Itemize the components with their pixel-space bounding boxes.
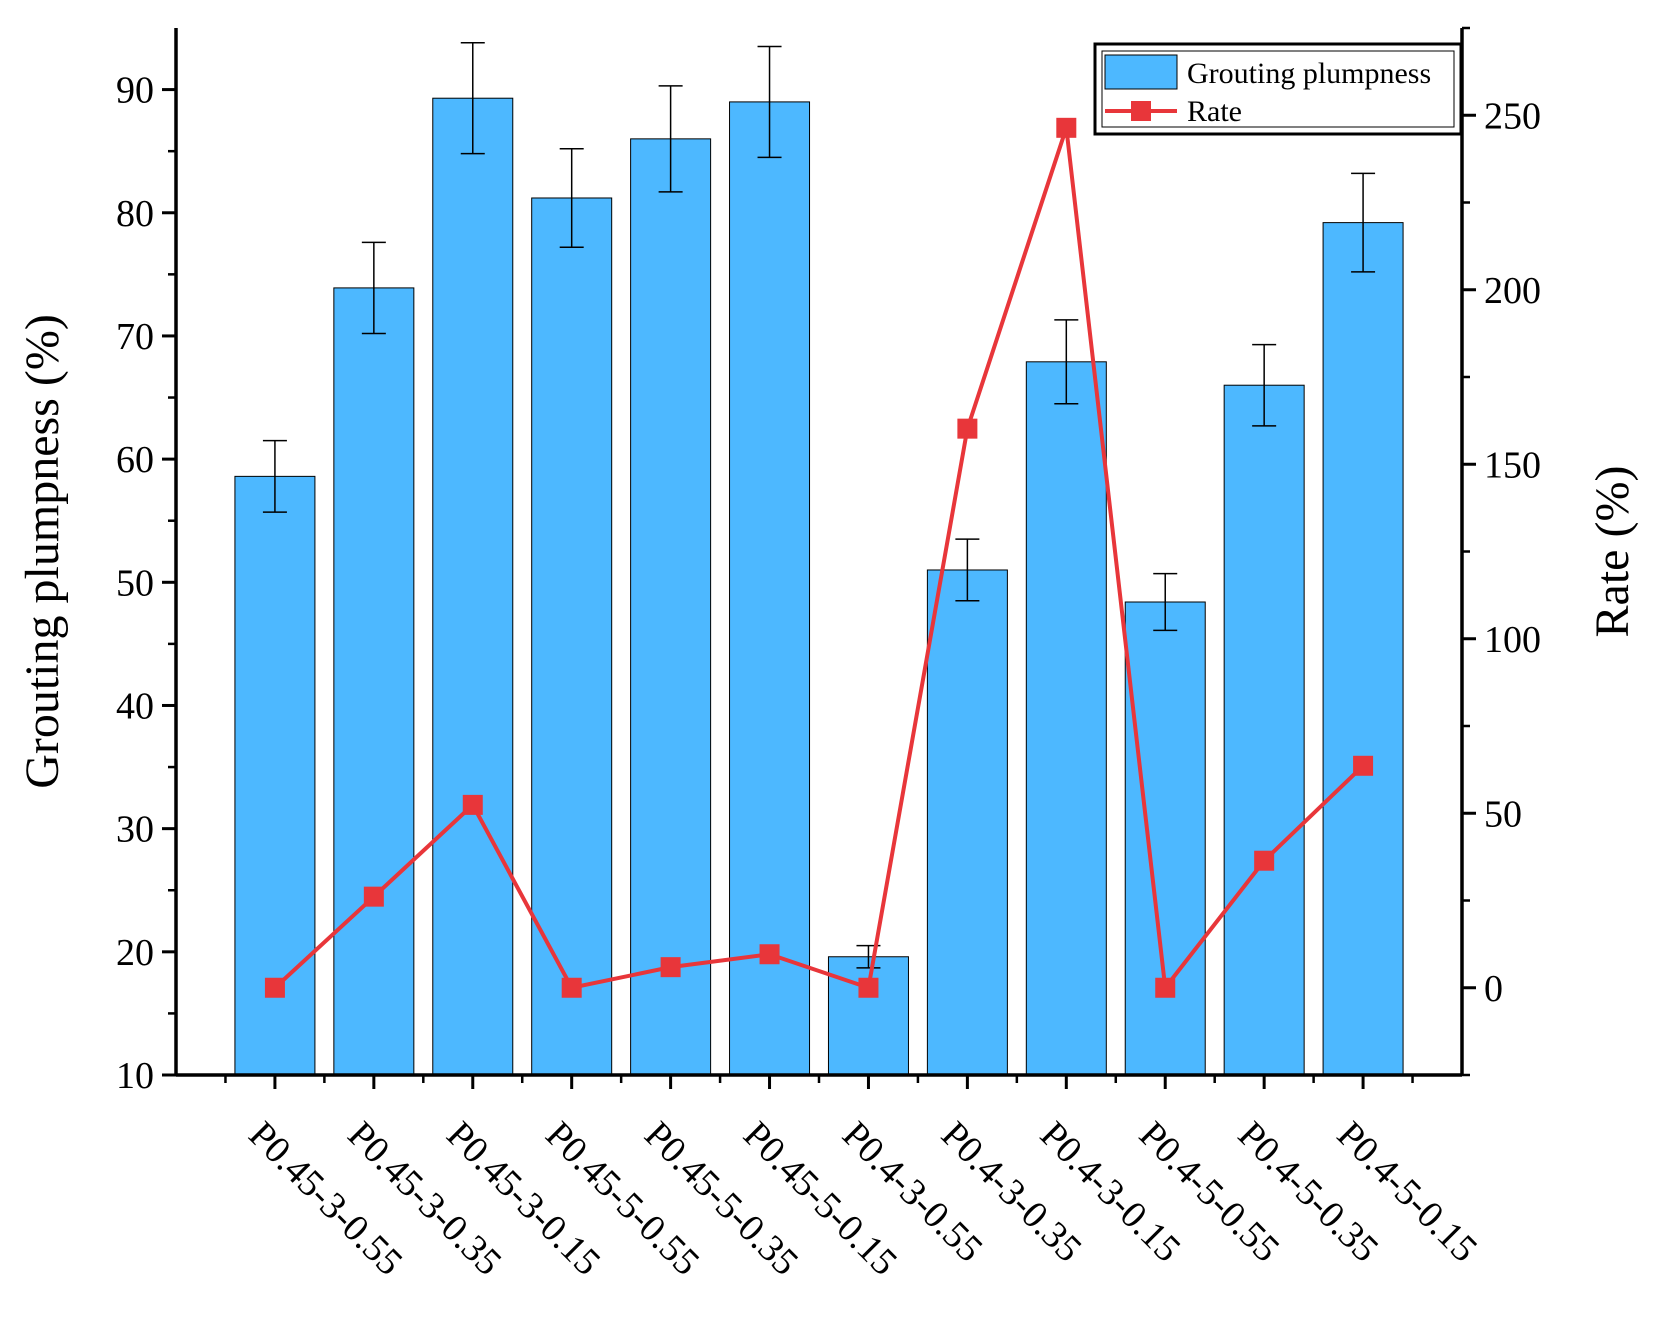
left-tick-label: 90 (116, 70, 154, 112)
rate-line-layer (264, 117, 1374, 998)
right-tick-label: 150 (1484, 444, 1541, 486)
legend-label-line: Rate (1187, 95, 1242, 128)
bar-P0.4-5-0.55 (1124, 601, 1206, 1076)
right-tick-label: 50 (1484, 793, 1522, 835)
left-tick-label: 40 (116, 685, 154, 727)
bar-P0.45-5-0.35 (630, 138, 712, 1076)
left-tick-label: 30 (116, 809, 154, 851)
rate-point-1 (363, 886, 384, 907)
right-tick-label: 200 (1484, 270, 1541, 312)
rate-point-7 (957, 418, 978, 439)
left-tick-label: 70 (116, 316, 154, 358)
rate-point-0 (264, 977, 285, 998)
left-tick-label: 60 (116, 439, 154, 481)
legend: Grouting plumpness Rate (1093, 42, 1463, 136)
bar-P0.45-5-0.15 (729, 101, 811, 1076)
rate-series-line (273, 127, 1365, 993)
y-axis-title: Grouting plumpness (%) (16, 314, 69, 789)
bar-P0.45-5-0.55 (531, 197, 613, 1076)
y2-axis-title: Rate (%) (1586, 466, 1639, 638)
rate-point-11 (1353, 755, 1374, 776)
rate-point-4 (660, 957, 681, 978)
rate-point-8 (1056, 117, 1077, 138)
rate-point-5 (759, 944, 780, 965)
error-bars-layer (262, 42, 1376, 969)
rate-point-2 (462, 794, 483, 815)
bar-P0.45-3-0.15 (432, 97, 514, 1076)
rate-point-10 (1254, 850, 1275, 871)
right-tick-label: 0 (1484, 968, 1503, 1010)
bar-P0.4-5-0.15 (1322, 222, 1404, 1076)
bar-P0.4-3-0.55 (827, 956, 909, 1076)
legend-label-bars: Grouting plumpness (1187, 57, 1431, 90)
left-tick-label: 10 (116, 1055, 154, 1097)
bar-P0.45-3-0.55 (234, 475, 316, 1076)
bar-P0.4-3-0.15 (1025, 361, 1107, 1076)
bar-P0.45-3-0.35 (333, 287, 415, 1076)
legend-swatch-bars (1104, 54, 1178, 90)
bar-P0.4-3-0.35 (926, 569, 1008, 1076)
bars-layer (234, 97, 1404, 1076)
rate-point-3 (561, 977, 582, 998)
legend-swatch-marker (1131, 101, 1151, 121)
left-tick-label: 80 (116, 193, 154, 235)
right-tick-label: 250 (1484, 95, 1541, 137)
right-tick-label: 100 (1484, 619, 1541, 661)
left-tick-label: 50 (116, 562, 154, 604)
legend-inner-box (1101, 50, 1455, 128)
bar-P0.4-5-0.35 (1223, 384, 1305, 1076)
rate-point-9 (1155, 977, 1176, 998)
rate-point-6 (858, 977, 879, 998)
left-tick-label: 20 (116, 932, 154, 974)
